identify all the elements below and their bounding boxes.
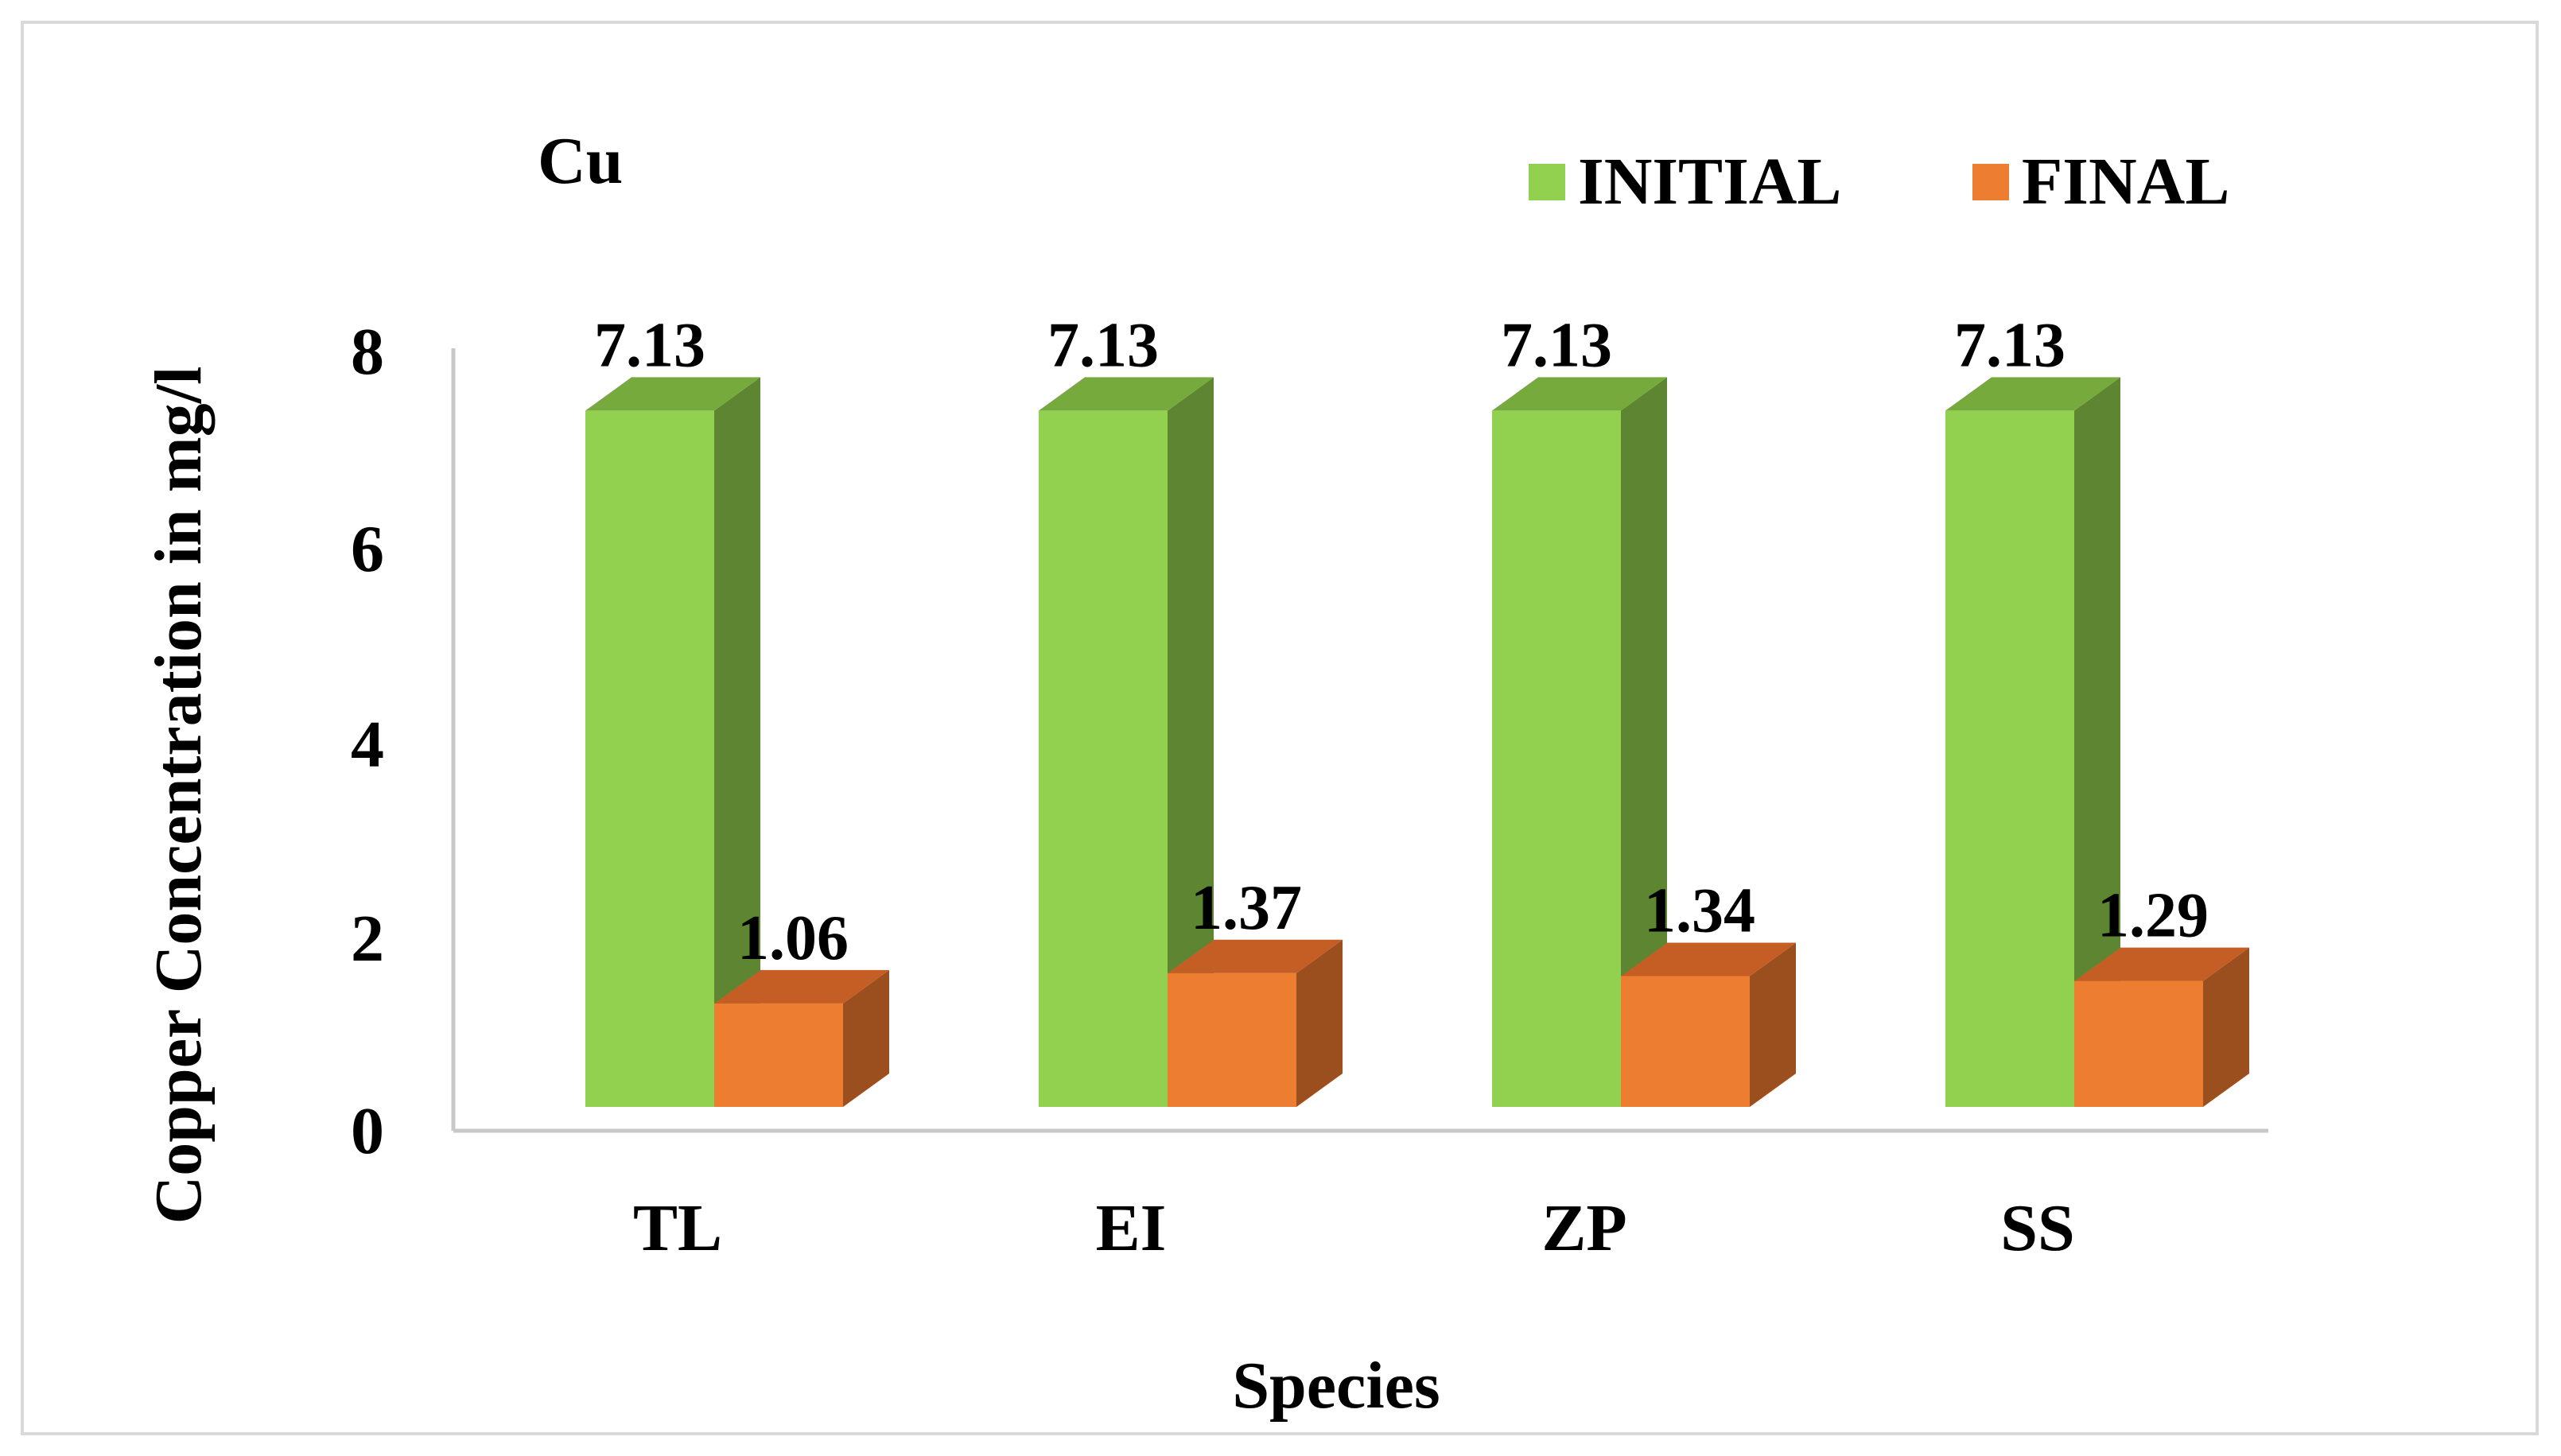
bar-final-zp: [1621, 942, 1796, 1107]
bar-front: [1492, 410, 1621, 1107]
bar-front: [585, 410, 714, 1107]
bar-side: [2203, 947, 2249, 1107]
bar-top: [714, 969, 889, 1004]
bar-side: [1750, 942, 1796, 1107]
bar-side: [2074, 377, 2120, 1107]
data-label: 7.13: [1501, 310, 1612, 380]
bar-top: [1039, 377, 1214, 411]
x-tick-label: ZP: [1541, 1191, 1626, 1265]
legend: INITIAL FINAL: [1529, 145, 2229, 219]
legend-swatch: [1529, 164, 1565, 200]
y-tick-label: 2: [351, 902, 384, 976]
bar-front: [714, 1003, 843, 1107]
y-tick-label: 0: [351, 1094, 384, 1168]
data-label: 7.13: [594, 310, 705, 380]
labels-layer: 7.13 7.13 7.13 7.13 1.06 1.37 1.34 1.29: [594, 310, 2209, 973]
bar-final-ss: [2074, 947, 2249, 1107]
bar-top: [1168, 939, 1343, 973]
bar-top: [585, 377, 760, 411]
legend-swatch: [1972, 164, 2009, 200]
bar-final-tl: [714, 969, 889, 1107]
data-label: 1.06: [737, 903, 849, 973]
y-tick-label: 6: [351, 512, 384, 586]
bar-top: [1492, 377, 1667, 411]
data-label: 1.37: [1191, 873, 1302, 943]
bar-top: [1621, 942, 1796, 976]
bar-side: [843, 969, 889, 1107]
x-tick-label: SS: [2000, 1191, 2074, 1265]
data-label: 1.34: [1644, 876, 1755, 945]
bars-layer: [585, 377, 2249, 1107]
data-label: 1.29: [2097, 881, 2209, 951]
bar-initial-ss: [1945, 377, 2120, 1107]
y-tick-label: 8: [351, 315, 384, 389]
y-tick-label: 4: [351, 708, 384, 782]
bar-side: [1168, 377, 1214, 1107]
bar-front: [1039, 410, 1168, 1107]
data-label: 7.13: [1047, 310, 1159, 380]
bar-side: [714, 377, 760, 1107]
bar-front: [2074, 980, 2203, 1107]
bar-top: [2074, 947, 2249, 981]
bar-side: [1296, 939, 1343, 1107]
x-tick-label: EI: [1096, 1191, 1167, 1265]
bar-front: [1945, 410, 2074, 1107]
y-axis-title: Copper Concentration in mg/l: [142, 367, 216, 1225]
legend-label: INITIAL: [1578, 145, 1841, 219]
legend-item-final: FINAL: [1972, 145, 2229, 219]
bar-front: [1621, 976, 1750, 1107]
bar-initial-ei: [1039, 377, 1214, 1107]
data-label: 7.13: [1954, 310, 2066, 380]
bar-final-ei: [1168, 939, 1343, 1107]
bar-front: [1168, 973, 1296, 1107]
legend-item-initial: INITIAL: [1529, 145, 1841, 219]
x-tick-label: TL: [633, 1191, 722, 1265]
x-axis-title: Species: [1232, 1349, 1440, 1423]
legend-label: FINAL: [2022, 145, 2229, 219]
bar-top: [1945, 377, 2120, 411]
chart-title: Cu: [538, 124, 623, 198]
bar-initial-tl: [585, 377, 760, 1107]
bar-initial-zp: [1492, 377, 1667, 1107]
bar-side: [1621, 377, 1667, 1107]
axes-layer: 0 2 4 6 8 TL EI ZP SS: [351, 315, 2268, 1265]
